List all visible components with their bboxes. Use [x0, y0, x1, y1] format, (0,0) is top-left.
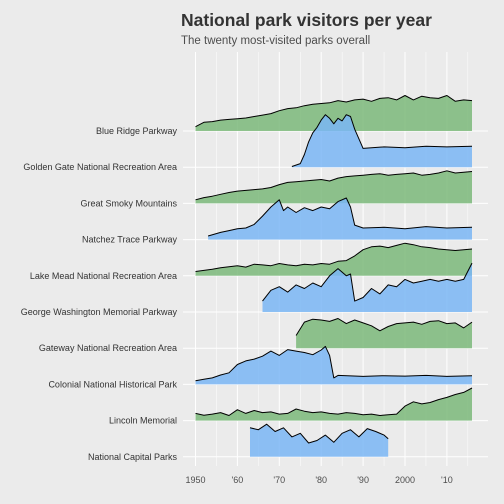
x-axis-ticks: 1950 '60 '70 '80 '90 2000 '10 — [185, 475, 452, 485]
series-label: Natchez Trace Parkway — [82, 235, 178, 245]
ridge-line — [207, 197, 473, 237]
ridge-line — [291, 114, 473, 167]
ridge-area — [195, 170, 472, 204]
x-tick-label: 2000 — [395, 475, 415, 485]
ridge-line — [195, 170, 473, 201]
ridge-area — [208, 198, 472, 240]
ridge-line — [195, 242, 473, 272]
series-label: Lake Mead National Recreation Area — [30, 271, 177, 281]
ridge-line — [195, 345, 473, 382]
x-tick-label: '60 — [232, 475, 244, 485]
x-tick-label: '90 — [357, 475, 369, 485]
chart-title: National park visitors per year — [181, 10, 432, 30]
series-label: National Capital Parks — [88, 452, 178, 462]
x-tick-label: '10 — [441, 475, 453, 485]
ridge-line — [295, 318, 473, 336]
ridge-area — [195, 243, 472, 276]
ridge-area — [195, 95, 472, 131]
ridge-line — [249, 423, 389, 444]
series-label: Gateway National Recreation Area — [39, 343, 177, 353]
series-label: George Washington Memorial Parkway — [21, 307, 178, 317]
chart-subtitle: The twenty most-visited parks overall — [181, 35, 371, 47]
x-tick-label: '70 — [273, 475, 285, 485]
series-label: Blue Ridge Parkway — [96, 126, 178, 136]
ridge-line — [195, 387, 473, 416]
ridge-area — [262, 263, 472, 312]
series-label: Lincoln Memorial — [109, 416, 177, 426]
ridges — [195, 95, 473, 457]
series-label: Colonial National Historical Park — [48, 379, 177, 389]
series-label: Great Smoky Mountains — [80, 198, 177, 208]
x-tick-label: '80 — [315, 475, 327, 485]
ridge-line — [262, 262, 473, 302]
ridge-area — [296, 318, 472, 349]
series-label: Golden Gate National Recreation Area — [23, 162, 177, 172]
ridge-area — [291, 114, 472, 168]
ridge-area — [195, 346, 472, 385]
ridge-line — [195, 95, 473, 128]
ridge-area — [250, 424, 389, 457]
x-tick-label: 1950 — [185, 475, 205, 485]
series-labels: Blue Ridge Parkway Golden Gate National R… — [21, 126, 178, 462]
